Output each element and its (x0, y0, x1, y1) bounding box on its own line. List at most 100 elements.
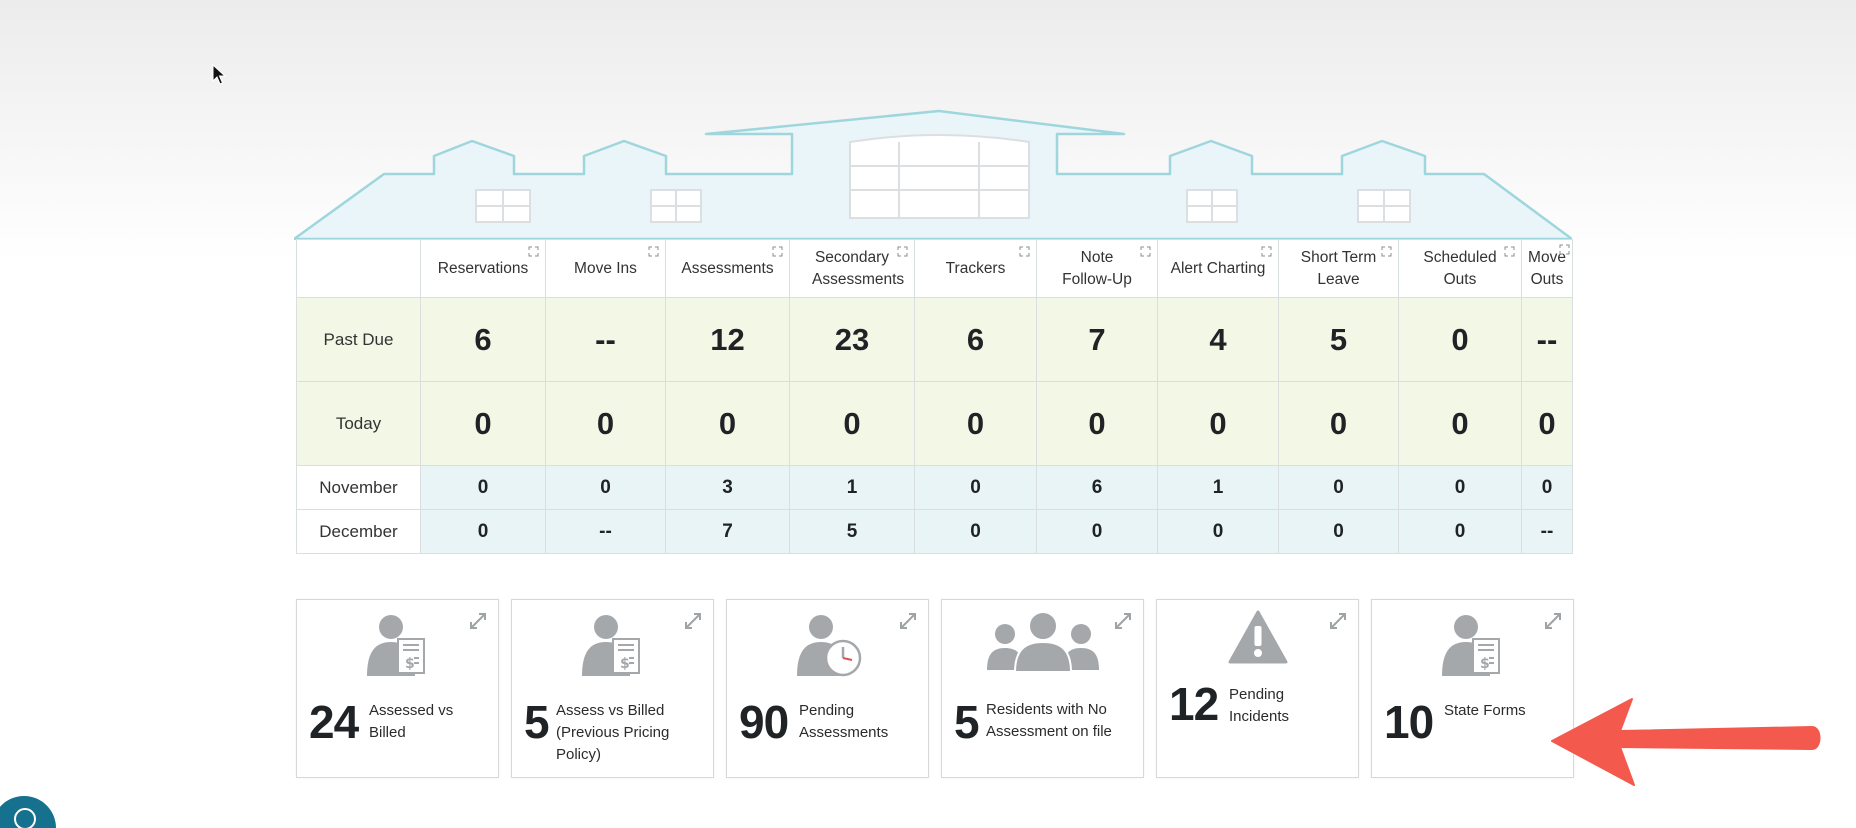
card-count: 12 (1169, 678, 1219, 730)
cell-value: 7 (1088, 321, 1106, 357)
table-corner-cell (296, 239, 421, 298)
card-assess-vs-billed-previous[interactable]: $ 5 Assess vs Billed (Previous Pricing P… (511, 599, 714, 778)
table-cell[interactable]: 5 (1278, 297, 1399, 382)
expand-icon[interactable] (648, 246, 659, 257)
table-cell[interactable]: -- (1521, 297, 1573, 382)
table-cell[interactable]: 0 (914, 465, 1037, 510)
column-header-scheduled-outs[interactable]: Scheduled Outs (1398, 239, 1522, 298)
expand-icon[interactable] (1504, 246, 1515, 257)
card-pending-incidents[interactable]: 12 Pending Incidents (1156, 599, 1359, 778)
cell-value: 0 (718, 405, 737, 441)
table-cell[interactable]: -- (545, 297, 666, 382)
expand-arrow-icon[interactable] (898, 611, 918, 631)
column-header-alert-charting[interactable]: Alert Charting (1157, 239, 1279, 298)
column-header-reservations[interactable]: Reservations (420, 239, 546, 298)
cell-value: 0 (843, 405, 861, 441)
table-cell[interactable]: 7 (665, 509, 790, 554)
table-cell[interactable]: 1 (1157, 465, 1279, 510)
table-cell[interactable]: -- (545, 509, 666, 554)
table-cell[interactable]: 0 (914, 381, 1037, 466)
table-cell[interactable]: 0 (420, 509, 546, 554)
table-cell[interactable]: 0 (420, 381, 546, 466)
column-header-move-ins[interactable]: Move Ins (545, 239, 666, 298)
expand-icon[interactable] (1261, 246, 1272, 257)
cell-value: 0 (1333, 520, 1344, 542)
column-header-note-follow-up[interactable]: Note Follow-Up (1036, 239, 1158, 298)
table-cell[interactable]: 4 (1157, 297, 1279, 382)
expand-icon[interactable] (1381, 246, 1392, 257)
table-cell[interactable]: 0 (914, 509, 1037, 554)
expand-arrow-icon[interactable] (1328, 611, 1348, 631)
column-header-trackers[interactable]: Trackers (914, 239, 1037, 298)
expand-icon[interactable] (1019, 246, 1030, 257)
table-cell[interactable]: 0 (1398, 297, 1522, 382)
table-cell[interactable]: 0 (789, 381, 915, 466)
table-cell[interactable]: 0 (1521, 465, 1573, 510)
svg-text:$: $ (620, 656, 630, 672)
table-cell[interactable]: 0 (545, 381, 666, 466)
table-cell[interactable]: 0 (545, 465, 666, 510)
cell-value: 6 (1091, 476, 1103, 498)
table-cell[interactable]: 0 (1278, 381, 1399, 466)
cell-value: 0 (1091, 520, 1103, 542)
expand-arrow-icon[interactable] (683, 611, 703, 631)
table-cell[interactable]: 0 (1157, 509, 1279, 554)
table-cell[interactable]: 0 (1278, 509, 1399, 554)
row-label: Today (296, 381, 421, 466)
help-button[interactable] (0, 796, 56, 828)
column-header-assessments[interactable]: Assessments (665, 239, 790, 298)
table-cell[interactable]: 0 (1521, 381, 1573, 466)
table-cell[interactable]: 0 (1157, 381, 1279, 466)
card-assessed-vs-billed[interactable]: $ 24 Assessed vs Billed (296, 599, 499, 778)
table-cell[interactable]: 0 (1036, 381, 1158, 466)
cell-value: -- (1540, 520, 1554, 542)
table-cell[interactable]: 1 (789, 465, 915, 510)
expand-arrow-icon[interactable] (468, 611, 488, 631)
svg-text:$: $ (1480, 656, 1490, 672)
card-pending-assessments[interactable]: 90 Pending Assessments (726, 599, 929, 778)
card-label: Pending Incidents (1229, 686, 1290, 725)
cell-value: 5 (1329, 321, 1348, 357)
cell-value: 3 (722, 476, 733, 498)
column-header-secondary-assessments[interactable]: Secondary Assessments (789, 239, 915, 298)
cell-value: -- (1536, 321, 1558, 357)
table-cell[interactable]: 23 (789, 297, 915, 382)
expand-icon[interactable] (1140, 246, 1151, 257)
table-cell[interactable]: 0 (1278, 465, 1399, 510)
svg-text:$: $ (405, 656, 415, 672)
column-label: Secondary Assessments (812, 248, 905, 288)
expand-icon[interactable] (1559, 244, 1570, 255)
expand-icon[interactable] (772, 246, 783, 257)
table-cell[interactable]: 7 (1036, 297, 1158, 382)
table-cell[interactable]: 0 (420, 465, 546, 510)
row-label: Past Due (296, 297, 421, 382)
table-cell[interactable]: 0 (665, 381, 790, 466)
cell-value: 5 (846, 520, 858, 542)
expand-arrow-icon[interactable] (1543, 611, 1563, 631)
expand-arrow-icon[interactable] (1113, 611, 1133, 631)
column-label: Reservations (437, 259, 529, 277)
expand-icon[interactable] (528, 246, 539, 257)
table-cell[interactable]: 5 (789, 509, 915, 554)
cell-value: 6 (966, 321, 985, 357)
table-cell[interactable]: 0 (1398, 465, 1522, 510)
table-cell[interactable]: 6 (914, 297, 1037, 382)
table-cell[interactable]: 6 (420, 297, 546, 382)
card-count: 10 (1384, 696, 1434, 748)
table-cell[interactable]: 0 (1398, 509, 1522, 554)
table-cell[interactable]: 6 (1036, 465, 1158, 510)
table-cell[interactable]: -- (1521, 509, 1573, 554)
table-cell[interactable]: 12 (665, 297, 790, 382)
expand-icon[interactable] (897, 246, 908, 257)
cell-value: 0 (477, 520, 489, 542)
table-cell[interactable]: 3 (665, 465, 790, 510)
table-cell[interactable]: 0 (1398, 381, 1522, 466)
card-state-forms[interactable]: $ 10 State Forms (1371, 599, 1574, 778)
column-label: Move Ins (574, 259, 637, 277)
table-cell[interactable]: 0 (1036, 509, 1158, 554)
column-header-move-outs[interactable]: Move Outs (1521, 239, 1573, 298)
card-residents-no-assessment[interactable]: 5 Residents with No Assessment on file (941, 599, 1144, 778)
card-label: Assess vs Billed (Previous Pricing Polic… (556, 702, 670, 763)
person-invoice-icon: $ (366, 615, 425, 676)
column-header-short-term-leave[interactable]: Short Term Leave (1278, 239, 1399, 298)
